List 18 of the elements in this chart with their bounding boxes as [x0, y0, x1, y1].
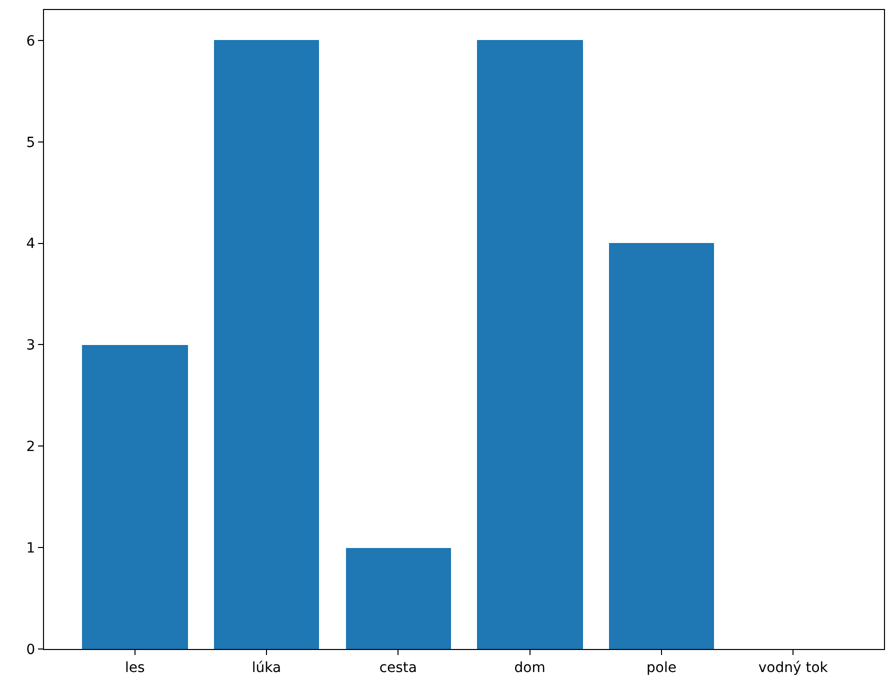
y-tick-label: 3 — [26, 338, 36, 354]
x-tick-label: lúka — [252, 660, 282, 676]
y-tick-label: 6 — [26, 33, 36, 50]
x-tick-label: les — [124, 660, 145, 676]
x-tick-label: vodný tok — [758, 660, 829, 676]
bar — [346, 548, 451, 649]
y-tick-label: 1 — [26, 540, 36, 556]
bar — [214, 40, 319, 649]
x-tick-label: pole — [646, 660, 676, 676]
bar — [82, 345, 188, 649]
y-tick-label: 0 — [26, 642, 36, 658]
y-tick-label: 4 — [26, 236, 36, 252]
y-tick-label: 5 — [26, 134, 36, 151]
x-tick-label: cesta — [379, 660, 418, 676]
x-tick-label: dom — [514, 660, 546, 676]
y-tick-label: 2 — [26, 439, 36, 456]
bar — [609, 243, 714, 649]
bar — [477, 40, 583, 649]
